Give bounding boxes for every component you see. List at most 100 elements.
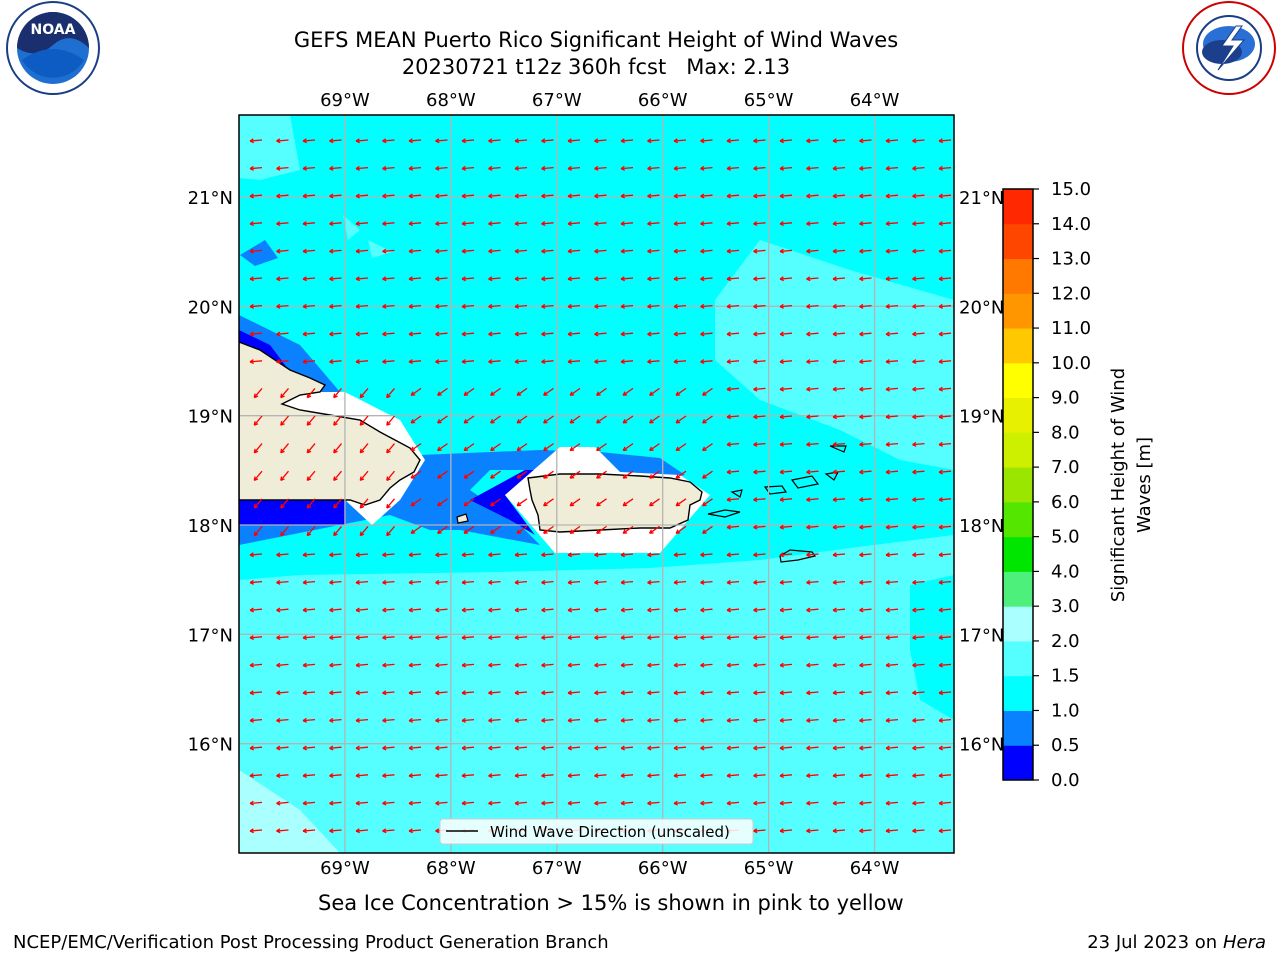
colorbar-tick-label: 1.0 — [1051, 700, 1080, 721]
wind-wave-arrow — [410, 415, 422, 424]
wind-wave-arrow — [408, 717, 422, 723]
wind-wave-arrow — [885, 221, 899, 227]
wind-wave-arrow — [355, 248, 369, 254]
wind-wave-arrow — [541, 635, 554, 641]
wind-wave-arrow — [938, 635, 952, 641]
wind-wave-arrow — [885, 773, 899, 779]
wind-wave-arrow — [249, 552, 263, 558]
wind-wave-arrow — [779, 800, 793, 806]
wind-wave-arrow — [700, 359, 713, 365]
wind-wave-arrow — [859, 773, 872, 779]
wind-wave-arrow — [912, 276, 925, 282]
wind-wave-arrow — [567, 717, 581, 723]
wind-wave-arrow — [306, 470, 316, 481]
wind-wave-arrow — [859, 193, 872, 199]
wind-wave-arrow — [488, 607, 501, 613]
wind-wave-arrow — [832, 276, 846, 282]
colorbar-label-line1: Significant Height of Wind — [1108, 368, 1129, 602]
wind-wave-arrow — [938, 717, 952, 723]
wind-wave-arrow — [832, 773, 846, 779]
wind-wave-arrow — [726, 745, 740, 751]
wind-wave-arrow — [541, 579, 554, 585]
wind-wave-arrow — [726, 552, 740, 558]
wave-field-0p5-1-spot — [240, 240, 278, 266]
colorbar-tick-label: 5.0 — [1051, 527, 1080, 548]
wind-wave-arrow — [700, 248, 713, 254]
wind-wave-arrow — [253, 470, 263, 481]
wind-wave-arrow — [966, 249, 978, 253]
wind-wave-arrow — [461, 303, 475, 309]
lon-tick-label: 65°W — [744, 90, 794, 111]
wind-wave-arrow — [966, 470, 978, 474]
wind-wave-arrow — [649, 387, 660, 396]
wind-wave-arrow — [302, 248, 316, 254]
wind-wave-arrow — [516, 525, 528, 534]
wave-field-1p5-2-sw — [239, 770, 340, 853]
wind-wave-arrow — [938, 690, 952, 696]
wind-wave-arrow — [912, 745, 925, 751]
wind-wave-arrow — [302, 690, 316, 696]
wind-wave-arrow — [541, 331, 554, 337]
wind-wave-arrow — [673, 579, 687, 585]
wind-wave-arrow — [726, 635, 740, 641]
wind-wave-arrow — [408, 138, 422, 144]
wind-wave-arrow — [302, 331, 316, 337]
wind-wave-arrow — [885, 497, 899, 503]
wind-wave-arrow — [490, 525, 501, 534]
wind-wave-arrow — [437, 387, 448, 396]
wind-wave-arrow — [938, 552, 952, 558]
wind-wave-arrow — [408, 303, 422, 309]
wind-wave-arrow — [280, 470, 289, 481]
wind-wave-arrow — [280, 387, 289, 399]
wind-wave-arrow — [280, 443, 289, 454]
wind-wave-arrow — [514, 635, 528, 641]
wind-wave-arrow — [463, 498, 475, 507]
wind-wave-arrow — [753, 359, 766, 365]
wind-wave-arrow — [700, 276, 713, 282]
wind-wave-arrow — [329, 138, 342, 144]
wind-wave-arrow — [541, 773, 554, 779]
lon-tick-label: 67°W — [532, 90, 582, 111]
wind-wave-arrow — [726, 662, 740, 668]
wind-wave-arrow — [253, 443, 263, 454]
wind-wave-arrow — [329, 828, 342, 834]
wind-wave-arrow — [726, 441, 740, 447]
noaa-logo-icon: NOAA — [6, 1, 100, 95]
wind-wave-arrow — [620, 248, 634, 254]
wind-wave-arrow — [938, 248, 952, 254]
wind-wave-arrow — [437, 498, 448, 507]
wind-wave-arrow — [753, 469, 766, 475]
colorbar-tick-label: 11.0 — [1051, 318, 1091, 339]
wind-wave-arrow — [280, 415, 289, 426]
wave-field-1p5-2-ne — [715, 240, 954, 470]
wind-wave-arrow — [514, 303, 528, 309]
wind-wave-arrow — [673, 717, 687, 723]
wind-wave-arrow — [253, 415, 263, 426]
wind-wave-arrow — [461, 607, 475, 613]
wind-wave-arrow — [596, 415, 607, 424]
wind-wave-arrow — [408, 331, 422, 337]
wind-wave-arrow — [276, 221, 289, 227]
wind-wave-arrow — [408, 248, 422, 254]
wind-wave-arrow — [249, 579, 263, 585]
wind-wave-arrow — [700, 221, 713, 227]
wind-wave-arrow — [382, 221, 395, 227]
wind-wave-arrow — [912, 717, 925, 723]
land-hispaniola — [239, 341, 421, 506]
wind-wave-arrow — [514, 359, 528, 365]
wind-wave-arrow — [673, 359, 687, 365]
lat-tick-label: 16°N — [959, 735, 1004, 756]
wind-wave-arrow — [594, 635, 607, 641]
wind-wave-arrow — [463, 443, 475, 452]
wind-wave-arrow — [329, 331, 342, 337]
wind-wave-arrow — [726, 303, 740, 309]
colorbar: 0.0 0.5 1.0 1.5 2.0 3.0 4.0 5.0 6.0 7.0 8.0 9.0 10.0… — [1002, 179, 1091, 791]
wind-wave-arrow — [382, 607, 395, 613]
wind-wave-arrow — [594, 359, 607, 365]
wind-wave-arrow — [514, 717, 528, 723]
wind-wave-arrow — [779, 303, 793, 309]
wind-wave-arrow — [276, 690, 289, 696]
wind-wave-arrow — [253, 387, 263, 399]
wind-wave-arrow — [753, 193, 766, 199]
wind-wave-arrow — [726, 221, 740, 227]
